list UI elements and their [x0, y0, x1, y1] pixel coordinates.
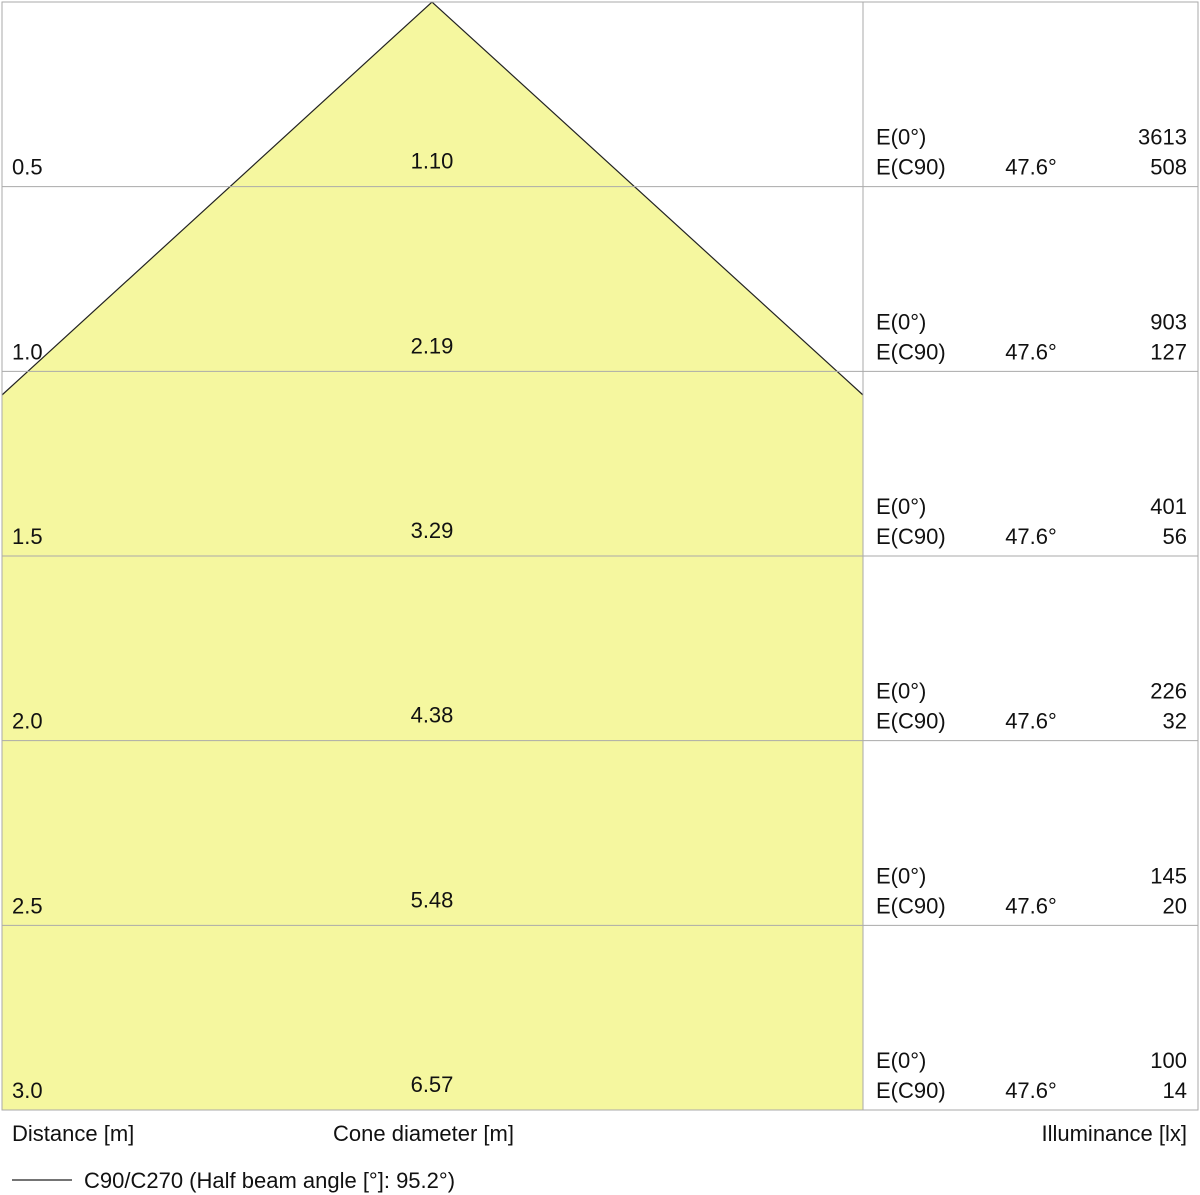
cone-diameter: 5.48 — [411, 887, 454, 912]
e0-value: 100 — [1150, 1048, 1187, 1073]
e0-label: E(0°) — [876, 1048, 926, 1073]
e0-value: 401 — [1150, 494, 1187, 519]
distance: 1.0 — [12, 339, 43, 364]
ec90-angle: 47.6° — [1005, 155, 1057, 180]
cone-diameter: 3.29 — [411, 518, 454, 543]
footer-label: Cone diameter [m] — [333, 1121, 514, 1146]
ec90-value: 56 — [1163, 524, 1187, 549]
distance: 2.0 — [12, 709, 43, 734]
ec90-label: E(C90) — [876, 339, 946, 364]
cone-diameter: 6.57 — [411, 1072, 454, 1097]
e0-label: E(0°) — [876, 494, 926, 519]
e0-value: 145 — [1150, 863, 1187, 888]
ec90-value: 20 — [1163, 893, 1187, 918]
e0-value: 226 — [1150, 679, 1187, 704]
ec90-value: 508 — [1150, 155, 1187, 180]
distance: 1.5 — [12, 524, 43, 549]
e0-label: E(0°) — [876, 309, 926, 334]
e0-label: E(0°) — [876, 863, 926, 888]
distance: 2.5 — [12, 893, 43, 918]
cone-diameter: 2.19 — [411, 333, 454, 358]
ec90-label: E(C90) — [876, 709, 946, 734]
ec90-label: E(C90) — [876, 155, 946, 180]
e0-label: E(0°) — [876, 125, 926, 150]
ec90-label: E(C90) — [876, 524, 946, 549]
ec90-angle: 47.6° — [1005, 709, 1057, 734]
distance: 3.0 — [12, 1078, 43, 1103]
footer-label: Distance [m] — [12, 1121, 134, 1146]
ec90-label: E(C90) — [876, 893, 946, 918]
cone-diameter: 4.38 — [411, 703, 454, 728]
e0-value: 3613 — [1138, 125, 1187, 150]
ec90-value: 14 — [1163, 1078, 1187, 1103]
footer-label: Illuminance [lx] — [1041, 1121, 1187, 1146]
ec90-value: 127 — [1150, 339, 1187, 364]
ec90-value: 32 — [1163, 709, 1187, 734]
legend-text: C90/C270 (Half beam angle [°]: 95.2°) — [84, 1168, 455, 1193]
ec90-label: E(C90) — [876, 1078, 946, 1103]
ec90-angle: 47.6° — [1005, 339, 1057, 364]
e0-value: 903 — [1150, 309, 1187, 334]
grid — [1, 1, 1199, 1111]
ec90-angle: 47.6° — [1005, 524, 1057, 549]
ec90-angle: 47.6° — [1005, 893, 1057, 918]
cone-diameter: 1.10 — [411, 149, 454, 174]
e0-label: E(0°) — [876, 679, 926, 704]
ec90-angle: 47.6° — [1005, 1078, 1057, 1103]
distance: 0.5 — [12, 155, 43, 180]
